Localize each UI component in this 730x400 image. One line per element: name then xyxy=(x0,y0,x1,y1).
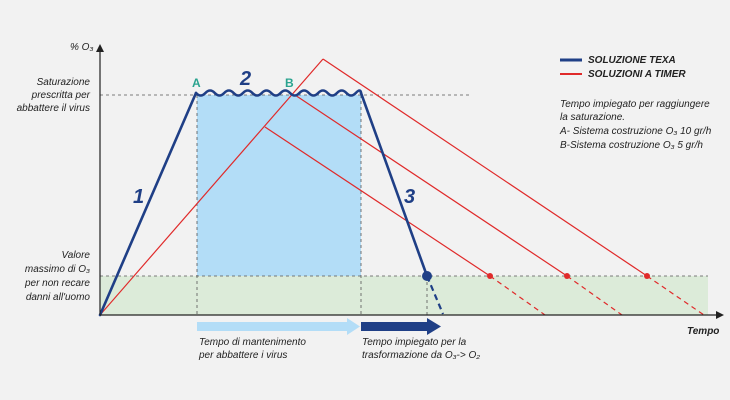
max-safe-label-line-1: Valore xyxy=(61,250,90,261)
y-axis-title: % O₃ xyxy=(70,42,93,53)
maintenance-label-line-1: Tempo di mantenimento xyxy=(199,337,306,348)
legend-texa-label: SOLUZIONE TEXA xyxy=(588,55,676,66)
phase-3-marker: 3 xyxy=(404,186,415,208)
phase-1-marker: 1 xyxy=(133,186,144,208)
note-line-1: Tempo impiegato per raggiungere xyxy=(560,99,710,110)
timer-decay-dashed-2 xyxy=(566,275,623,316)
maintenance-label-line-2: per abbattere i virus xyxy=(198,350,287,361)
texa-rise-line xyxy=(98,91,198,317)
timer-decay-line-1 xyxy=(264,126,491,277)
timer-decay-line-2 xyxy=(294,94,568,277)
timer-rise-line xyxy=(99,58,324,316)
y-axis-arrow-icon xyxy=(96,44,104,52)
x-axis-title: Tempo xyxy=(687,326,719,337)
note-line-4: B-Sistema costruzione O₃ 5 gr/h xyxy=(560,140,703,151)
transformation-label-line-1: Tempo impiegato per la xyxy=(362,337,467,348)
max-safe-label-line-4: danni all'uomo xyxy=(26,292,91,303)
saturation-maintenance-area xyxy=(197,95,361,276)
transformation-arrow-bar xyxy=(361,322,427,331)
texa-plateau-wave xyxy=(194,89,363,97)
texa-safe-point xyxy=(422,271,432,281)
max-safe-label-line-3: per non recare xyxy=(24,278,90,289)
transformation-arrow-head-icon xyxy=(427,318,441,335)
note-line-3: A- Sistema costruzione O₃ 10 gr/h xyxy=(559,126,712,137)
max-safe-label-line-2: massimo di O₃ xyxy=(25,264,90,275)
timer-safe-point-3 xyxy=(644,273,650,279)
point-b-label: B xyxy=(285,76,294,90)
phase-2-marker: 2 xyxy=(239,68,251,90)
timer-safe-point-1 xyxy=(487,273,493,279)
legend-timer-label: SOLUZIONI A TIMER xyxy=(588,69,686,80)
saturation-label-line-3: abbattere il virus xyxy=(17,103,90,114)
maintenance-arrow-head-icon xyxy=(347,318,360,335)
point-a-label: A xyxy=(192,76,201,90)
x-axis-arrow-icon xyxy=(716,311,724,319)
timer-decay-dashed-1 xyxy=(489,275,546,316)
safe-zone-band xyxy=(100,276,708,315)
note-line-2: la saturazione. xyxy=(560,112,625,123)
transformation-label-line-2: trasformazione da O₃-> O₂ xyxy=(362,350,480,361)
texa-decay-line xyxy=(359,91,429,278)
maintenance-arrow-bar xyxy=(197,322,347,331)
timer-decay-line-3 xyxy=(322,58,648,277)
texa-decay-dashed xyxy=(425,275,445,315)
timer-decay-dashed-3 xyxy=(646,275,705,316)
saturation-label-line-1: Saturazione xyxy=(37,77,91,88)
timer-safe-point-2 xyxy=(564,273,570,279)
saturation-label-line-2: prescritta per xyxy=(31,90,91,101)
